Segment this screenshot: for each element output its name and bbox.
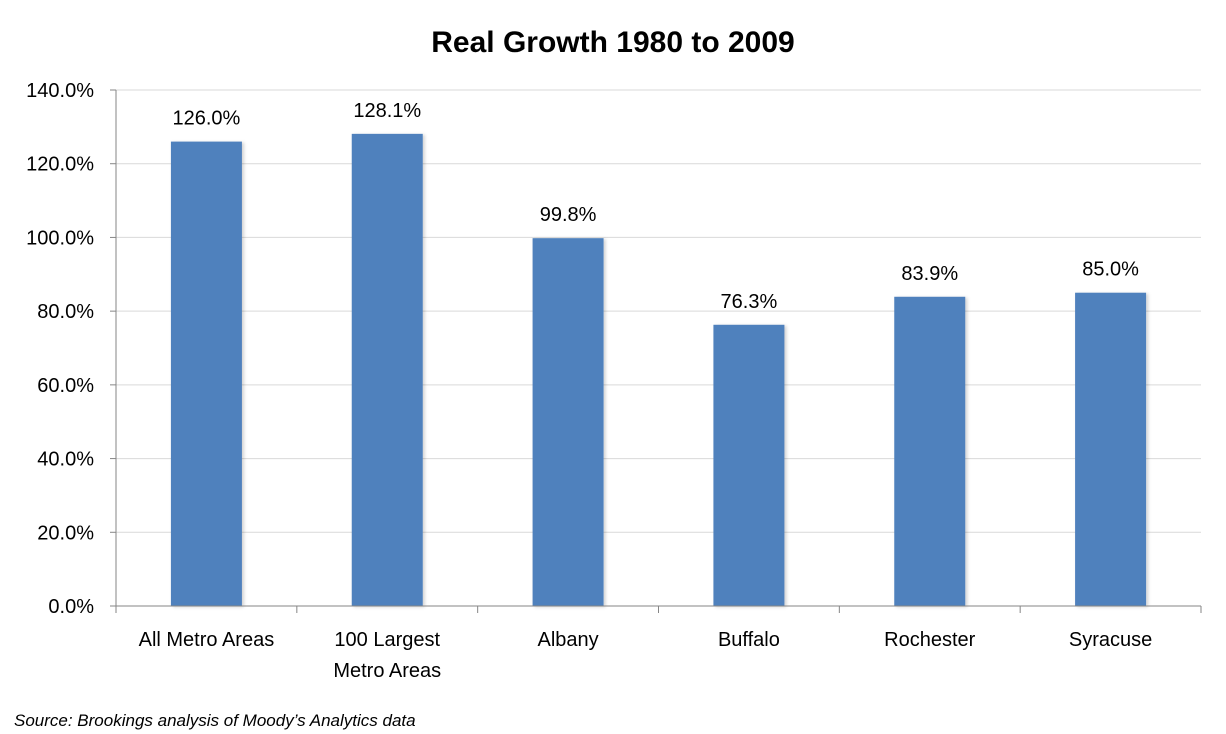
x-tick-label-line: All Metro Areas: [139, 629, 275, 651]
x-tick-label-line: Syracuse: [1069, 629, 1152, 651]
x-tick-label-line: Buffalo: [718, 629, 780, 651]
data-label: 126.0%: [172, 108, 240, 130]
chart-title: Real Growth 1980 to 2009: [431, 26, 795, 59]
x-tick-label: Syracuse: [1069, 629, 1152, 651]
bar: [351, 133, 423, 607]
axes: [110, 89, 1202, 613]
data-label: 128.1%: [353, 100, 421, 122]
x-tick-label: 100 Largest Metro Areas: [333, 629, 441, 682]
x-tick-label: Rochester: [884, 629, 975, 651]
bar: [170, 141, 242, 606]
gridlines: [116, 89, 1201, 533]
x-tick-label-line: 100 Largest: [334, 629, 440, 651]
data-label: 83.9%: [901, 263, 958, 285]
data-label: 99.8%: [540, 204, 597, 226]
x-tick-label-line: Metro Areas: [333, 660, 441, 682]
x-tick-label: All Metro Areas: [139, 629, 275, 651]
bar: [713, 324, 785, 606]
data-label: 76.3%: [721, 291, 778, 313]
y-tick-label: 100.0%: [26, 227, 94, 249]
bar: [894, 296, 966, 606]
x-tick-label: Albany: [538, 629, 599, 651]
y-tick-label: 140.0%: [26, 80, 94, 102]
data-labels: 126.0% 128.1% 99.8% 76.3% 83.9% 85.0%: [172, 100, 1139, 313]
x-tick-label-line: Albany: [538, 629, 599, 651]
x-axis-tick-labels: All Metro Areas 100 Largest Metro Areas Alb…: [139, 629, 1153, 682]
data-label: 85.0%: [1082, 259, 1139, 281]
bar: [1075, 292, 1147, 606]
y-axis-tick-labels: 0.0% 20.0% 40.0% 60.0% 80.0% 100.0% 120.0% 140.…: [26, 80, 94, 618]
x-tick-label-line: Rochester: [884, 629, 975, 651]
y-tick-label: 0.0%: [48, 596, 94, 618]
y-tick-label: 120.0%: [26, 154, 94, 176]
bars: [170, 133, 1147, 607]
y-tick-label: 60.0%: [37, 375, 94, 397]
bar: [532, 238, 604, 606]
source-note: Source: Brookings analysis of Moody’s An…: [14, 711, 416, 730]
y-tick-label: 40.0%: [37, 449, 94, 471]
x-tick-label: Buffalo: [718, 629, 780, 651]
y-tick-label: 80.0%: [37, 301, 94, 323]
y-tick-label: 20.0%: [37, 522, 94, 544]
